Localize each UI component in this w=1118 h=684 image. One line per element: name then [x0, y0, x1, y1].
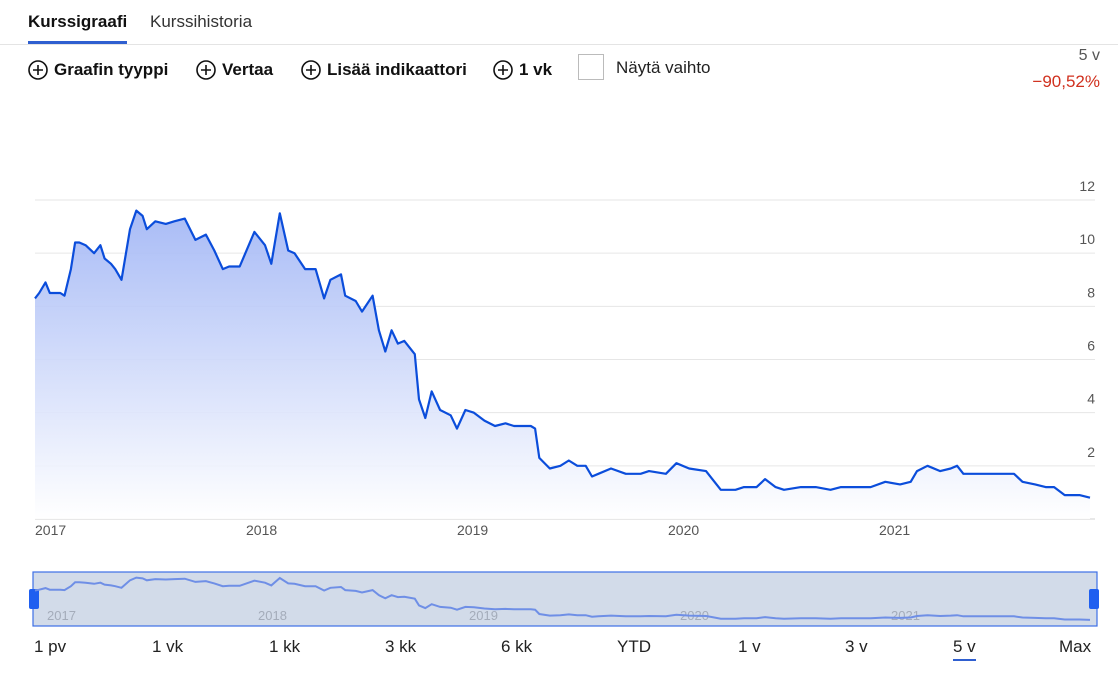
navigator-year-label: 2017 — [47, 608, 76, 623]
range-button[interactable]: 1 kk — [269, 637, 301, 656]
toolbar-button[interactable]: Lisää indikaattori — [301, 60, 467, 80]
y-tick-label: 4 — [1087, 391, 1095, 407]
x-tick-label: 2021 — [879, 522, 910, 538]
range-button[interactable]: Max — [1059, 637, 1092, 656]
range-button[interactable]: 3 kk — [385, 637, 417, 656]
change-label: −90,52% — [1032, 72, 1100, 91]
navigator-year-label: 2019 — [469, 608, 498, 623]
button-label: Vertaa — [222, 60, 274, 79]
checkbox[interactable] — [578, 54, 604, 80]
tab[interactable]: Kurssihistoria — [150, 12, 253, 31]
button-label: 1 vk — [519, 60, 553, 79]
navigator-line — [34, 576, 1091, 621]
y-tick-label: 6 — [1087, 338, 1095, 354]
x-tick-label: 2018 — [246, 522, 277, 538]
y-tick-label: 8 — [1087, 284, 1095, 300]
range-button[interactable]: 1 pv — [34, 637, 67, 656]
plus-icon — [196, 60, 216, 80]
x-tick-label: 2019 — [457, 522, 488, 538]
toolbar-button[interactable]: Graafin tyyppi — [28, 60, 168, 80]
toolbar-button[interactable]: 1 vk — [493, 60, 552, 80]
tab-divider — [0, 44, 1118, 45]
plus-icon — [493, 60, 513, 80]
range-button[interactable]: 1 vk — [152, 637, 184, 656]
navigator-handle[interactable] — [29, 589, 39, 609]
button-label: Graafin tyyppi — [54, 60, 169, 79]
range-button[interactable]: 3 v — [845, 637, 868, 656]
navigator-year-label: 2018 — [258, 608, 287, 623]
range-button[interactable]: 6 kk — [501, 637, 533, 656]
navigator-handle[interactable] — [1089, 589, 1099, 609]
navigator[interactable] — [32, 571, 1098, 627]
y-tick-label: 2 — [1087, 444, 1095, 460]
plus-icon — [28, 60, 48, 80]
range-button[interactable]: 1 v — [738, 637, 761, 656]
toolbar-button[interactable]: Vertaa — [196, 60, 273, 80]
tab[interactable]: Kurssigraafi — [28, 12, 128, 44]
y-tick-label: 12 — [1079, 178, 1095, 194]
x-tick-label: 2020 — [668, 522, 699, 538]
period-label: 5 v — [1078, 47, 1100, 64]
navigator-year-label: 2021 — [891, 608, 920, 623]
checkbox-label: Näytä vaihto — [616, 58, 711, 77]
button-label: Lisää indikaattori — [327, 60, 467, 79]
area-fill — [35, 210, 1090, 519]
price-line — [34, 209, 1091, 499]
range-button[interactable]: YTD — [617, 637, 651, 656]
plus-icon — [301, 60, 321, 80]
range-button[interactable]: 5 v — [953, 637, 976, 661]
x-tick-label: 2017 — [35, 522, 66, 538]
y-tick-label: 10 — [1079, 231, 1095, 247]
